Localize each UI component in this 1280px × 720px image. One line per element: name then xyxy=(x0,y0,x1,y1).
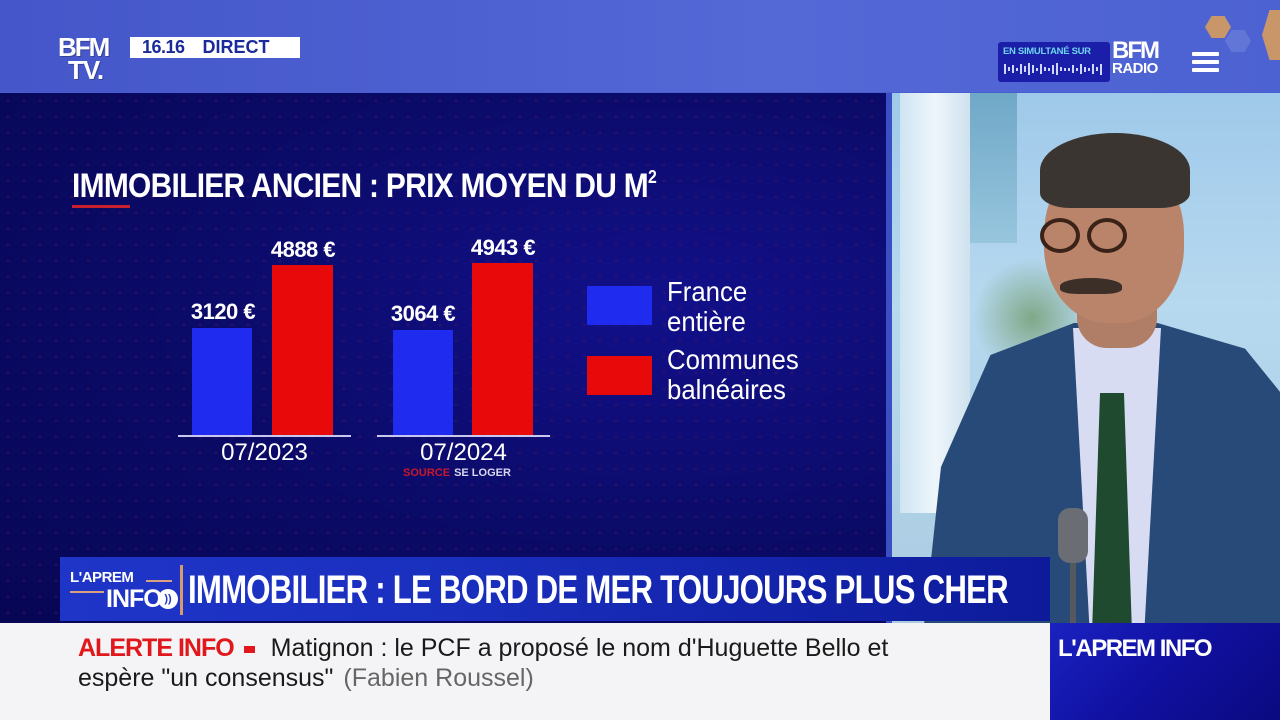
live-label: DIRECT xyxy=(202,37,270,57)
alert-label: ALERTE INFO xyxy=(78,634,235,662)
bar-value-label: 3064 € xyxy=(390,301,456,326)
bar-france-2024 xyxy=(393,330,453,436)
show-logo-line1: L'APREM xyxy=(70,569,134,586)
source-credit: SOURCE SE LOGER xyxy=(403,467,511,479)
lower-third-headline: L'APREM INFO )) IMMOBILIER : LE BORD DE … xyxy=(60,557,1050,621)
chart-panel: IMMOBILIER ANCIEN : PRIX MOYEN DU M2 312… xyxy=(0,93,886,623)
show-logo: L'APREM INFO )) xyxy=(68,567,178,613)
ticker-brand-label: L'APREM INFO xyxy=(1058,635,1213,662)
hamburger-menu-icon[interactable] xyxy=(1192,52,1219,72)
guest-mustache xyxy=(1060,278,1122,294)
hexagon-decoration xyxy=(1205,16,1231,38)
guest-hair xyxy=(1040,133,1190,208)
legend-swatch-red xyxy=(587,356,652,395)
ticker-line-1: ALERTE INFO Matignon : le PCF a proposé l… xyxy=(78,633,888,663)
news-ticker: ALERTE INFO Matignon : le PCF a proposé l… xyxy=(0,623,1050,720)
glasses-icon xyxy=(1040,218,1080,253)
hexagon-decoration xyxy=(1225,30,1251,52)
title-underline xyxy=(72,205,130,208)
category-label: 07/2024 xyxy=(420,439,507,466)
ticker-line-2: espère "un consensus" (Fabien Roussel) xyxy=(78,663,534,693)
bar-value-label: 4943 € xyxy=(470,235,536,260)
bfm-radio-logo: BFM RADIO xyxy=(1112,37,1160,77)
ticker-brand-block: L'APREM INFO xyxy=(1050,623,1280,720)
source-value: SE LOGER xyxy=(454,467,511,479)
show-logo-line2: INFO xyxy=(106,585,163,613)
live-indicator: 16.16 DIRECT xyxy=(130,37,300,58)
broadcast-waves-icon: )) xyxy=(158,589,178,609)
radio-logo-line2: RADIO xyxy=(1112,59,1158,77)
ticker-text-1: Matignon : le PCF a proposé le nom d'Hug… xyxy=(270,634,889,662)
studio-camera-feed xyxy=(892,93,1280,623)
radio-logo-line1: BFM xyxy=(1112,37,1160,64)
glasses-icon xyxy=(1087,218,1127,253)
legend-label-balneaires: Communes balnéaires xyxy=(667,344,799,405)
chart-title: IMMOBILIER ANCIEN : PRIX MOYEN DU M2 xyxy=(72,167,657,205)
panel-divider xyxy=(886,93,892,623)
axis-baseline xyxy=(377,435,550,437)
bar-value-label: 3120 € xyxy=(190,299,256,324)
audio-waveform-icon xyxy=(1004,62,1104,76)
legend-label-france: France entière xyxy=(667,276,748,337)
hexagon-decoration xyxy=(1262,10,1280,60)
axis-baseline xyxy=(178,435,351,437)
alert-bullet-icon xyxy=(243,645,255,653)
bar-value-label: 4888 € xyxy=(270,237,336,262)
source-key: SOURCE xyxy=(403,467,451,479)
ticker-author: (Fabien Roussel) xyxy=(343,664,534,692)
simulcast-label: EN SIMULTANÉ SUR xyxy=(1003,46,1091,57)
bar-balneaires-2023 xyxy=(272,265,333,436)
logo-line2: TV. xyxy=(68,55,104,86)
top-bar: BFM TV. 16.16 DIRECT EN SIMULTANÉ SUR BF… xyxy=(0,0,1280,92)
microphone-stand xyxy=(1070,558,1076,623)
logo-line1: BFM xyxy=(58,32,110,62)
simulcast-badge: EN SIMULTANÉ SUR xyxy=(998,42,1110,82)
headline-text: IMMOBILIER : LE BORD DE MER TOUJOURS PLU… xyxy=(188,568,1009,612)
legend-swatch-blue xyxy=(587,286,652,325)
ticker-text-2: espère "un consensus" xyxy=(78,664,334,692)
clock-time: 16.16 xyxy=(142,37,185,57)
bfmtv-logo: BFM TV. xyxy=(58,32,128,90)
bar-balneaires-2024 xyxy=(472,263,533,436)
headline-separator xyxy=(180,565,183,615)
microphone-icon xyxy=(1058,508,1088,563)
category-label: 07/2023 xyxy=(221,439,308,466)
bar-france-2023 xyxy=(192,328,252,436)
